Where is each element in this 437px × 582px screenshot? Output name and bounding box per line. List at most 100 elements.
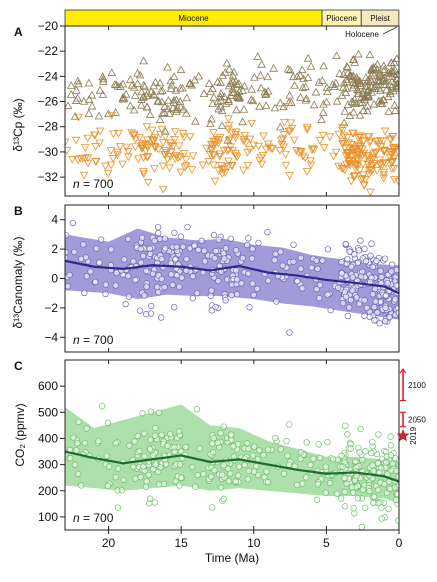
data-point [284,98,294,106]
data-point [386,58,396,67]
data-point [361,245,368,252]
data-point [147,446,154,453]
data-point [175,97,185,105]
data-point [359,486,367,493]
data-point [347,97,357,106]
data-point [82,254,90,261]
data-point [182,93,192,102]
data-point [158,162,168,171]
data-point [209,151,219,160]
data-point [268,145,277,153]
data-point [204,79,214,87]
data-point [256,70,265,79]
data-point [309,146,319,154]
data-point [369,462,376,469]
data-point [338,127,347,135]
data-point [239,254,246,262]
x-tick-label: 0 [396,536,403,550]
data-point [373,137,382,146]
data-point [245,135,255,144]
data-point [311,87,321,96]
data-point [281,161,291,170]
data-point [185,79,194,88]
data-point [189,295,196,302]
data-point [95,139,104,148]
data-point [161,147,170,155]
data-point [196,445,203,452]
data-point [209,440,216,447]
data-point [319,61,328,70]
data-point [126,442,133,449]
data-point [151,143,160,152]
data-point [316,281,324,289]
x-axis-label: Time (Ma) [205,551,259,565]
data-point [348,129,357,138]
data-point [350,172,360,180]
data-point [290,80,299,89]
data-point [149,452,157,459]
data-point [209,449,217,456]
data-point [225,477,233,485]
y-tick-label: −24 [38,69,59,83]
data-point [112,282,119,289]
data-point [241,461,248,469]
data-point [394,148,399,157]
data-point [78,482,85,489]
data-point [318,131,328,140]
data-point [106,161,116,170]
data-point [309,100,319,109]
data-point [83,154,93,162]
data-point [367,252,374,259]
data-point [157,314,165,321]
data-point [209,137,218,146]
data-point [244,440,251,447]
data-point [141,292,148,299]
data-point [167,80,176,89]
data-point [155,115,165,124]
data-point [73,447,80,454]
data-point [216,92,225,101]
data-point [343,100,353,109]
data-point [259,132,268,141]
data-point [131,277,139,284]
data-point [94,111,104,120]
data-point [250,72,259,81]
plot-area [65,219,399,336]
data-point [338,140,347,148]
data-point [368,240,375,247]
data-point [65,232,70,239]
data-point [302,123,312,132]
data-point [338,165,348,173]
data-point [119,94,129,103]
data-point [281,102,291,111]
data-point [211,467,218,474]
data-point [169,281,176,289]
data-point [333,490,341,497]
data-point [137,259,145,266]
data-point [386,149,396,157]
data-point [137,87,146,96]
data-point [322,489,329,496]
data-point [179,243,187,250]
data-point [73,93,82,102]
data-point [98,72,107,81]
data-point [349,173,358,181]
data-point [69,219,77,227]
data-point [95,127,105,136]
data-point [353,472,360,480]
data-point [348,83,358,92]
data-point [285,172,294,180]
data-point [212,247,219,255]
data-point [154,224,162,231]
data-point [198,237,205,244]
data-point [204,158,214,166]
data-point [70,111,80,120]
data-point [358,171,368,180]
data-point [373,257,380,265]
n-value: = 700 [80,333,114,347]
data-point [141,453,148,460]
data-point [71,136,81,145]
data-point [300,154,310,163]
data-point [378,137,388,146]
data-point [338,452,345,459]
